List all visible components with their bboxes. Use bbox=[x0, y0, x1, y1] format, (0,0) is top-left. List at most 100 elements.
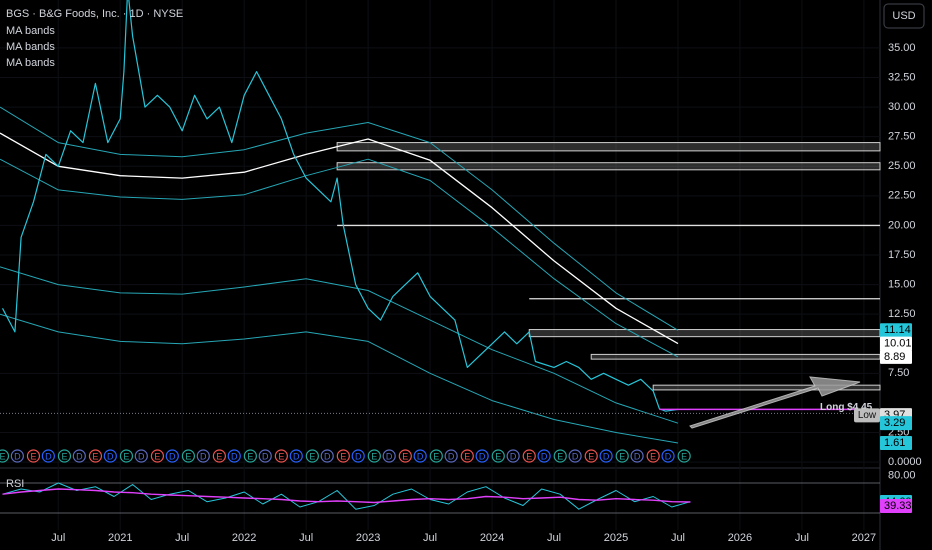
event-label: D bbox=[231, 451, 238, 461]
x-tick-label: 2025 bbox=[604, 532, 628, 544]
dividend-marker bbox=[196, 449, 210, 463]
currency[interactable]: USD bbox=[892, 10, 915, 22]
dividend-marker bbox=[258, 449, 272, 463]
x-tick-label: 2023 bbox=[356, 532, 380, 544]
event-label: D bbox=[293, 451, 300, 461]
rsi-line bbox=[2, 482, 691, 510]
event-label: E bbox=[588, 451, 594, 461]
x-tick-label: Jul bbox=[175, 532, 189, 544]
x-tick-label: 2024 bbox=[480, 532, 504, 544]
earnings-marker bbox=[305, 449, 319, 463]
y-tick-label: 30.00 bbox=[888, 101, 916, 113]
event-label: E bbox=[495, 451, 501, 461]
event-label: E bbox=[185, 451, 191, 461]
event-label: D bbox=[262, 451, 269, 461]
dividend-marker bbox=[475, 449, 489, 463]
event-label: E bbox=[61, 451, 67, 461]
earnings-marker bbox=[181, 449, 195, 463]
event-label: D bbox=[76, 451, 83, 461]
event-label: D bbox=[665, 451, 672, 461]
ma-band-line bbox=[0, 106, 679, 331]
ma-band-line bbox=[0, 313, 679, 444]
dividend-marker bbox=[41, 449, 55, 463]
rsi-tag bbox=[880, 498, 912, 513]
dividend-marker bbox=[630, 449, 644, 463]
earnings-marker bbox=[243, 449, 257, 463]
rsi-ma-line bbox=[2, 488, 691, 504]
earnings-marker bbox=[26, 449, 41, 463]
currency-button[interactable] bbox=[883, 3, 925, 29]
indicator-label: MA bands bbox=[6, 25, 55, 37]
y-tick-label: 22.50 bbox=[888, 190, 916, 202]
price-tag bbox=[880, 336, 912, 351]
earnings-marker bbox=[57, 449, 72, 463]
earnings-marker bbox=[367, 449, 381, 463]
y-tick-label: 0.0000 bbox=[888, 456, 922, 468]
event-label: E bbox=[371, 451, 377, 461]
y-tick-label: 27.50 bbox=[888, 131, 916, 143]
ma-band-line bbox=[0, 132, 679, 345]
low-label: Low bbox=[858, 410, 877, 421]
dividend-marker bbox=[227, 449, 241, 463]
level-zone bbox=[652, 384, 881, 391]
y-tick-label: 15.00 bbox=[888, 278, 916, 290]
x-tick-label: Jul bbox=[299, 532, 313, 544]
price-tag-label: 11.14 bbox=[884, 324, 911, 336]
event-label: D bbox=[355, 451, 362, 461]
earnings-marker bbox=[553, 449, 567, 463]
price-tag-label: 3.29 bbox=[884, 417, 905, 429]
x-tick-label: 2021 bbox=[108, 532, 132, 544]
event-label: E bbox=[216, 451, 222, 461]
event-label: E bbox=[464, 451, 470, 461]
level-zone bbox=[336, 162, 881, 171]
x-tick-label: Jul bbox=[671, 532, 685, 544]
dividend-marker bbox=[320, 449, 334, 463]
event-label: D bbox=[572, 451, 579, 461]
event-label: D bbox=[479, 451, 486, 461]
price-line bbox=[1, 0, 679, 412]
dividend-marker bbox=[289, 449, 303, 463]
event-label: D bbox=[634, 451, 641, 461]
dividend-marker bbox=[537, 449, 551, 463]
y-tick-label: 32.50 bbox=[888, 71, 916, 83]
earnings-marker bbox=[398, 449, 412, 463]
earnings-marker bbox=[212, 449, 226, 463]
event-label: D bbox=[448, 451, 455, 461]
event-label: E bbox=[154, 451, 160, 461]
event-label: E bbox=[30, 451, 36, 461]
earnings-marker bbox=[677, 449, 691, 463]
event-label: D bbox=[417, 451, 424, 461]
chart-title: BGS · B&G Foods, Inc. · 1D · NYSE bbox=[6, 8, 183, 20]
rsi-tag-label: 39.33 bbox=[884, 500, 912, 512]
earnings-marker bbox=[584, 449, 598, 463]
level-zone bbox=[590, 353, 881, 360]
x-tick-label: 2027 bbox=[852, 532, 876, 544]
x-tick-label: 2022 bbox=[232, 532, 256, 544]
earnings-marker bbox=[119, 449, 134, 463]
event-label: E bbox=[123, 451, 129, 461]
earnings-marker bbox=[274, 449, 288, 463]
dividend-marker bbox=[10, 449, 24, 463]
price-tag-label: 8.89 bbox=[884, 351, 905, 363]
event-label: D bbox=[14, 451, 21, 461]
event-label: D bbox=[386, 451, 393, 461]
event-label: E bbox=[92, 451, 98, 461]
event-label: E bbox=[0, 451, 5, 461]
position-label: Long $4.45 bbox=[820, 402, 873, 413]
dividend-marker bbox=[506, 449, 520, 463]
dividend-marker bbox=[568, 449, 582, 463]
dividend-marker bbox=[103, 449, 117, 463]
level-zone bbox=[528, 329, 881, 338]
x-tick-label: Jul bbox=[795, 532, 809, 544]
indicator-label: MA bands bbox=[6, 41, 55, 53]
earnings-marker bbox=[460, 449, 474, 463]
event-label: E bbox=[526, 451, 532, 461]
x-tick-label: Jul bbox=[51, 532, 65, 544]
earnings-marker bbox=[615, 449, 629, 463]
event-label: E bbox=[309, 451, 315, 461]
y-tick-label: 25.00 bbox=[888, 160, 916, 172]
x-tick-label: Jul bbox=[547, 532, 561, 544]
event-label: E bbox=[278, 451, 284, 461]
dividend-marker bbox=[134, 449, 148, 463]
event-label: D bbox=[603, 451, 610, 461]
